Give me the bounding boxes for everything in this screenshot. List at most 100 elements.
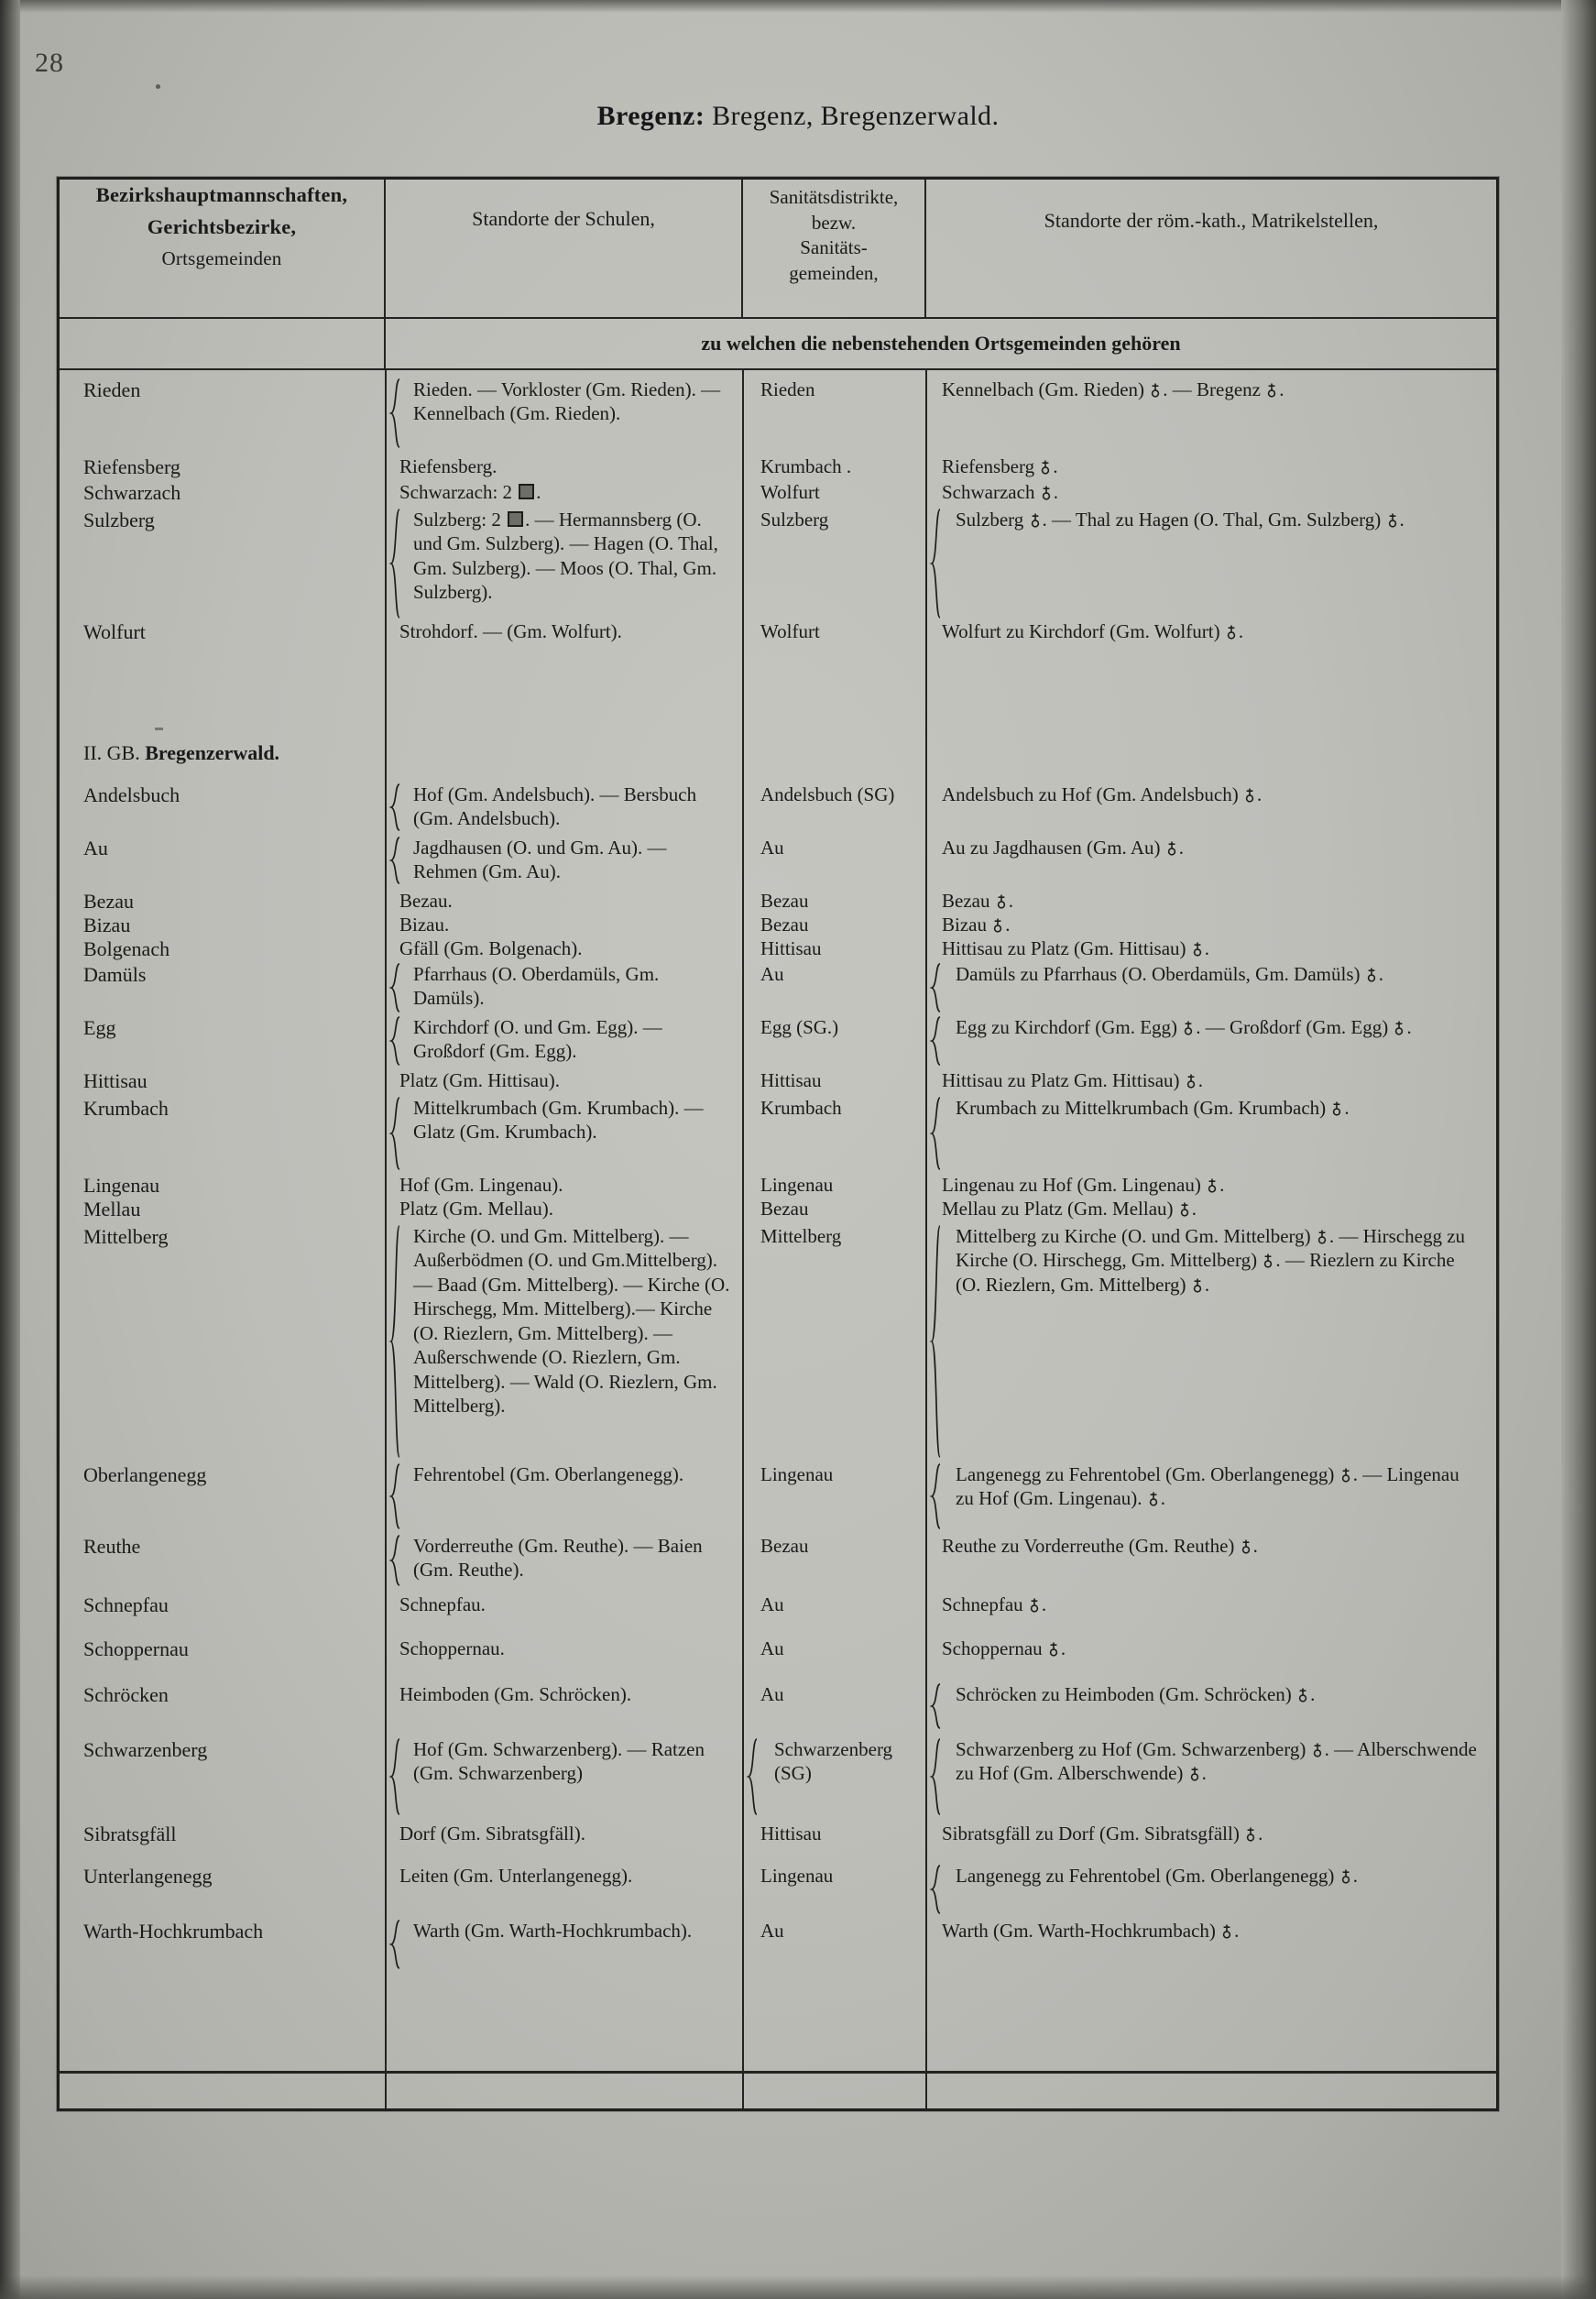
row-gemeinde: Egg <box>83 1016 116 1039</box>
subheader-zu-welchen: zu welchen die nebenstehenden Ortsgemein… <box>384 318 1496 370</box>
row-sanitaet: Wolfurt <box>760 620 820 642</box>
row-schulen: Hof (Gm. Schwarzenberg). — Ratzen (Gm. S… <box>413 1738 705 1785</box>
row-gemeinde: Sibratsgfäll <box>83 1823 177 1845</box>
row-matrikel: Au zu Jagdhausen (Gm. Au) . <box>942 837 1185 859</box>
scan-edge-left <box>0 0 20 2299</box>
matrikel-church-icon <box>1166 841 1178 857</box>
matrikel-church-icon <box>1048 1642 1060 1658</box>
header-gerichtsbezirke: Gerichtsbezirke, <box>147 214 297 238</box>
row-matrikel: Egg zu Kirchdorf (Gm. Egg) . — Großdorf … <box>956 1016 1412 1038</box>
brace-icon <box>929 1683 941 1729</box>
row-gemeinde: Rieden <box>83 378 141 401</box>
row-gemeinde: Wolfurt <box>83 620 146 643</box>
matrikel-church-icon <box>996 894 1008 910</box>
row-sanitaet: Hittisau <box>760 1823 822 1845</box>
row-schulen: Schwarzach: 2 . <box>399 481 541 503</box>
row-schulen: Bizau. <box>399 914 450 936</box>
row-gemeinde: Warth-Hochkrumbach <box>83 1920 264 1943</box>
header-cell-matrikel: Standorte der röm.-kath., Matrikelstelle… <box>924 180 1496 319</box>
row-matrikel: Schwarzach . <box>942 481 1058 503</box>
register-table-container: Bezirkshauptmannschaften, Gerichtsbezirk… <box>57 177 1499 2111</box>
row-matrikel: Riefensberg . <box>942 455 1058 477</box>
table-subheader-row: zu welchen die nebenstehenden Ortsgemein… <box>60 318 1496 370</box>
row-schulen: Mittelkrumbach (Gm. Krumbach). — Glatz (… <box>413 1097 704 1144</box>
brace-wrap <box>388 378 402 454</box>
brace-icon <box>929 509 941 619</box>
row-schulen: Leiten (Gm. Unterlangenegg). <box>399 1865 633 1887</box>
row-schulen: Gfäll (Gm. Bolgenach). <box>399 937 583 959</box>
matrikel-church-icon <box>1189 1767 1201 1782</box>
table-body-row: Rieden Rieden. — Vorkloster (Gm. Rieden).… <box>60 369 1496 2108</box>
header-standorte-matrikelstellen: Standorte der röm.-kath., Matrikelstelle… <box>1044 209 1379 232</box>
row-matrikel: Mittelberg zu Kirche (O. und Gm. Mittelb… <box>956 1225 1466 1296</box>
table-header-row: Bezirkshauptmannschaften, Gerichtsbezirk… <box>60 180 1496 319</box>
row-sanitaet: Au <box>760 963 784 985</box>
row-schulen: Dorf (Gm. Sibratsgfäll). <box>399 1823 585 1845</box>
header-ortsgemeinden: Ortsgemeinden <box>161 246 282 269</box>
brace-icon <box>929 963 941 1013</box>
matrikel-church-icon <box>1244 788 1256 804</box>
row-schulen: Bezau. <box>399 890 453 912</box>
row-sanitaet: Schwarzenberg (SG) <box>774 1738 893 1785</box>
matrikel-church-icon <box>1245 1827 1257 1843</box>
brace-icon <box>929 1865 941 1914</box>
row-gemeinde: Schnepfau <box>83 1593 169 1616</box>
row-gemeinde: Bezau <box>83 890 134 913</box>
row-schulen: Fehrentobel (Gm. Oberlangenegg). <box>413 1463 684 1485</box>
row-matrikel: Hittisau zu Platz Gm. Hittisau) . <box>942 1069 1204 1091</box>
row-schulen: Hof (Gm. Andelsbuch). — Bersbuch (Gm. An… <box>413 783 697 830</box>
row-matrikel: Damüls zu Pfarrhaus (O. Oberdamüls, Gm. … <box>956 963 1383 985</box>
matrikel-church-icon <box>1029 1598 1041 1614</box>
brace-wrap <box>929 1224 943 1463</box>
matrikel-church-icon <box>1150 383 1162 399</box>
row-sanitaet: Mittelberg <box>760 1225 842 1247</box>
table-bottom-rule <box>60 2071 1496 2074</box>
row-gemeinde: Bizau <box>83 914 131 936</box>
header-bezw: bezw. <box>811 211 857 234</box>
brace-icon <box>388 1225 400 1458</box>
row-sanitaet: Au <box>760 1920 784 1942</box>
matrikel-church-icon <box>1179 1202 1191 1218</box>
brace-icon <box>388 1535 400 1586</box>
brace-wrap <box>929 508 943 624</box>
row-sanitaet: Hittisau <box>760 1069 822 1091</box>
column-rule-3 <box>925 370 927 2108</box>
row-sanitaet: Bezau <box>760 1198 809 1220</box>
row-matrikel: Mellau zu Platz (Gm. Mellau) . <box>942 1198 1197 1220</box>
row-gemeinde: Schwarzenberg <box>83 1738 208 1761</box>
row-matrikel: Schnepfau . <box>942 1593 1047 1615</box>
row-matrikel: Kennelbach (Gm. Rieden) . — Bregenz . <box>942 378 1284 400</box>
section-heading: II. GB. Bregenzerwald. <box>60 741 1496 765</box>
row-schulen: Riefensberg. <box>399 455 497 477</box>
scan-edge-top <box>0 0 1596 13</box>
row-matrikel: Lingenau zu Hof (Gm. Lingenau) . <box>942 1174 1225 1196</box>
brace-wrap <box>388 1224 402 1463</box>
matrikel-church-icon <box>1030 513 1042 529</box>
scan-artifact-tick <box>155 728 163 730</box>
brace-wrap <box>388 1534 402 1592</box>
header-sanitaetsdistrikte: Sanitätsdistrikte, <box>769 186 899 208</box>
row-sanitaet: Au <box>760 1637 784 1659</box>
header-cell-schulen: Standorte der Schulen, <box>384 180 742 319</box>
row-schulen: Rieden. — Vorkloster (Gm. Rieden). — Ken… <box>413 378 721 425</box>
row-sanitaet: Rieden <box>760 378 815 400</box>
row-schulen: Schoppernau. <box>399 1637 505 1659</box>
matrikel-church-icon <box>1226 625 1238 640</box>
brace-wrap <box>388 1919 402 1975</box>
row-gemeinde: Damüls <box>83 963 147 986</box>
row-matrikel: Wolfurt zu Kirchdorf (Gm. Wolfurt) . <box>942 620 1244 642</box>
scan-edge-bottom <box>0 2275 1596 2299</box>
matrikel-church-icon <box>1387 513 1399 529</box>
row-gemeinde: Schwarzach <box>83 481 181 504</box>
matrikel-church-icon <box>1041 486 1053 501</box>
row-schulen: Kirchdorf (O. und Gm. Egg). — Großdorf (… <box>413 1016 662 1063</box>
header-standorte-schulen: Standorte der Schulen, <box>472 207 655 230</box>
row-matrikel: Hittisau zu Platz (Gm. Hittisau) . <box>942 937 1210 959</box>
row-sanitaet: Bezau <box>760 914 809 936</box>
matrikel-church-icon <box>1297 1688 1309 1703</box>
header-gemeinden: gemeinden, <box>789 262 879 285</box>
section-heading-prefix: II. GB. <box>83 741 140 764</box>
scan-edge-right <box>1561 0 1596 2299</box>
row-sanitaet: Au <box>760 1593 784 1615</box>
